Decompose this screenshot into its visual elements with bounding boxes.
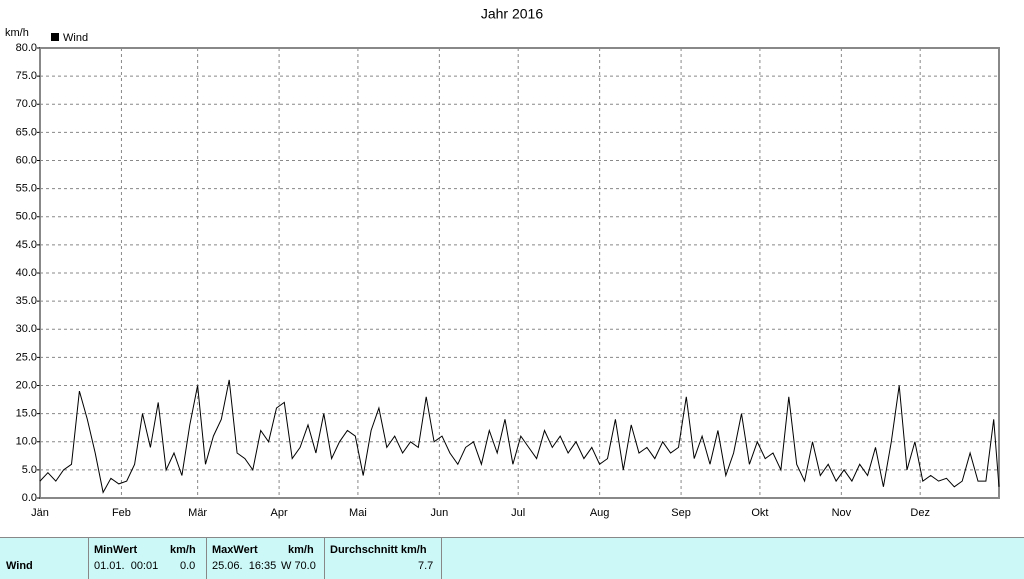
- y-tick-label: 15.0: [16, 408, 37, 420]
- x-tick-label: Dez: [910, 507, 930, 519]
- cell: 7.7: [418, 560, 434, 572]
- header: MaxWert: [212, 544, 258, 556]
- x-tick-label: Apr: [271, 507, 288, 519]
- x-tick-label: Aug: [590, 507, 610, 519]
- y-tick-label: 55.0: [16, 183, 37, 195]
- cell: 0.0: [180, 560, 196, 572]
- y-tick-label: 40.0: [16, 267, 37, 279]
- x-tick-label: Mai: [349, 507, 367, 519]
- legend-swatch: [51, 33, 59, 41]
- y-tick-label: 65.0: [16, 126, 37, 138]
- header: Durchschnitt km/h: [330, 544, 427, 556]
- y-tick-label: 60.0: [16, 154, 37, 166]
- stats-table: Wind MinWert km/h 01.01. 00:01 0.0 MaxWe…: [0, 537, 1024, 579]
- y-tick-label: 35.0: [16, 295, 37, 307]
- y-tick-label: 0.0: [22, 492, 37, 504]
- y-tick-label: 20.0: [16, 379, 37, 391]
- legend-label: Wind: [63, 32, 88, 44]
- y-axis-label: km/h: [5, 27, 29, 39]
- x-tick-label: Mär: [188, 507, 207, 519]
- header: km/h: [170, 544, 196, 556]
- y-tick-label: 70.0: [16, 98, 37, 110]
- x-tick-label: Nov: [832, 507, 852, 519]
- y-tick-label: 10.0: [16, 436, 37, 448]
- x-tick-label: Feb: [112, 507, 131, 519]
- x-tick-label: Okt: [751, 507, 768, 519]
- cell: W 70.0: [281, 560, 316, 572]
- x-tick-label: Sep: [671, 507, 691, 519]
- x-tick-label: Jul: [511, 507, 525, 519]
- plot-frame: [39, 47, 1000, 499]
- header: MinWert: [94, 544, 138, 556]
- cell: 25.06. 16:35: [212, 560, 277, 572]
- chart: Jahr 2016 km/h Wind 0.0 5.0 10.0 15.0 20.0 25…: [5, 6, 1000, 519]
- y-tick-label: 5.0: [22, 464, 37, 476]
- y-tick-label: 80.0: [16, 42, 37, 54]
- y-tick-label: 30.0: [16, 323, 37, 335]
- y-tick-label: 25.0: [16, 351, 37, 363]
- y-tick-label: 75.0: [16, 70, 37, 82]
- x-tick-label: Jän: [31, 507, 49, 519]
- header: km/h: [288, 544, 314, 556]
- chart-title: Jahr 2016: [481, 6, 543, 22]
- cell: 01.01. 00:01: [94, 560, 159, 572]
- y-tick-label: 50.0: [16, 211, 37, 223]
- x-tick-label: Jun: [430, 507, 448, 519]
- data-line: [39, 379, 1000, 494]
- row-label: Wind: [6, 560, 33, 572]
- y-tick-label: 45.0: [16, 239, 37, 251]
